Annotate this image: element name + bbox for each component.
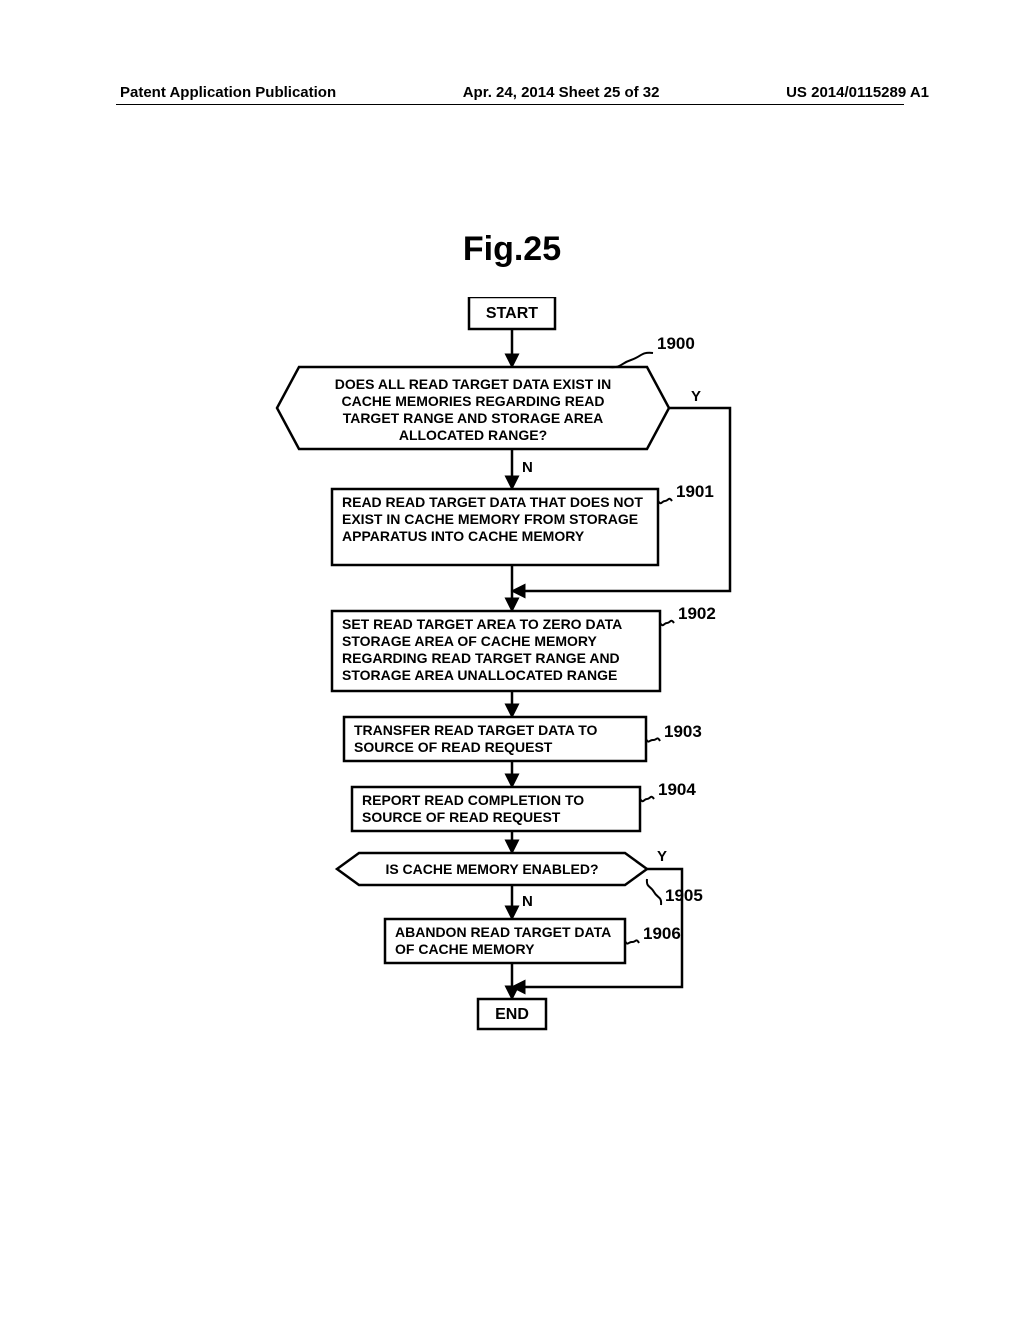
header-center: Apr. 24, 2014 Sheet 25 of 32 <box>463 84 660 101</box>
svg-text:START: START <box>486 305 538 322</box>
node-d1900: DOES ALL READ TARGET DATA EXIST INCACHE … <box>277 334 695 449</box>
svg-text:N: N <box>522 893 533 910</box>
node-p1904: REPORT READ COMPLETION TOSOURCE OF READ … <box>352 780 696 831</box>
svg-text:N: N <box>522 459 533 476</box>
node-start: START <box>469 297 555 329</box>
node-d1905: IS CACHE MEMORY ENABLED? 1905 <box>337 853 703 905</box>
svg-text:1902: 1902 <box>678 604 716 623</box>
svg-text:REPORT READ COMPLETION TOSOURC: REPORT READ COMPLETION TOSOURCE OF READ … <box>362 792 584 825</box>
flowchart: N Y N Y START DOES ALL READ TARGET DATA EXIST… <box>232 297 792 1057</box>
svg-text:IS CACHE MEMORY ENABLED?: IS CACHE MEMORY ENABLED? <box>385 861 598 877</box>
svg-text:END: END <box>495 1006 529 1023</box>
figure-title: Fig.25 <box>0 230 1024 269</box>
node-p1902: SET READ TARGET AREA TO ZERO DATASTORAGE… <box>332 604 716 691</box>
figure-container: Fig.25 N Y N Y START DOES ALL READ TARGET DAT… <box>0 230 1024 1057</box>
page-header: Patent Application Publication Apr. 24, … <box>0 84 1024 101</box>
header-right: US 2014/0115289 A1 <box>786 84 929 101</box>
svg-text:1904: 1904 <box>658 780 696 799</box>
header-rule <box>116 104 904 105</box>
svg-text:1903: 1903 <box>664 722 702 741</box>
svg-text:Y: Y <box>657 848 667 865</box>
svg-text:1900: 1900 <box>657 334 695 353</box>
svg-text:1901: 1901 <box>676 482 714 501</box>
node-end: END <box>478 999 546 1029</box>
svg-text:1906: 1906 <box>643 924 681 943</box>
node-p1906: ABANDON READ TARGET DATAOF CACHE MEMORY1… <box>385 919 681 963</box>
svg-text:1905: 1905 <box>665 886 703 905</box>
svg-text:SET READ TARGET AREA TO ZERO D: SET READ TARGET AREA TO ZERO DATASTORAGE… <box>342 616 622 683</box>
header-left: Patent Application Publication <box>120 84 336 101</box>
node-p1901: READ READ TARGET DATA THAT DOES NOTEXIST… <box>332 482 714 565</box>
svg-text:Y: Y <box>691 388 701 405</box>
node-p1903: TRANSFER READ TARGET DATA TOSOURCE OF RE… <box>344 717 702 761</box>
